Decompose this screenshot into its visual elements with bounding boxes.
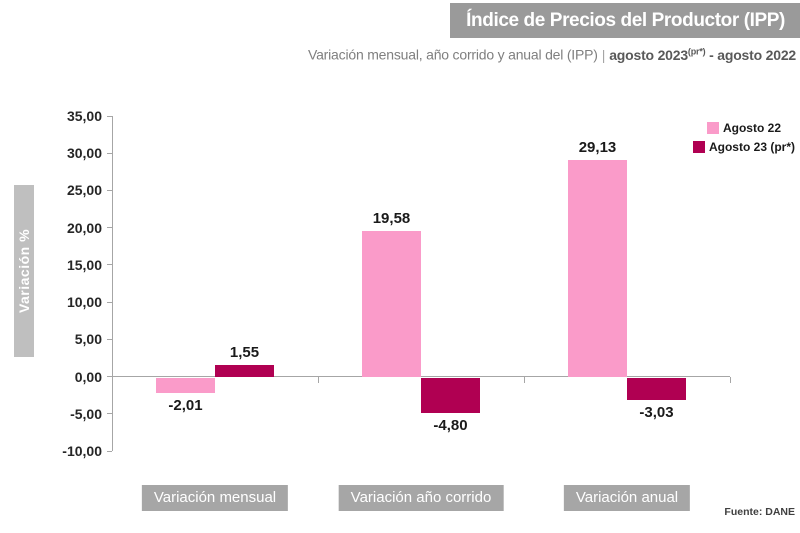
legend-label: Agosto 23 (pr*) bbox=[708, 140, 795, 154]
y-axis-tick-label: 30,00 bbox=[66, 145, 102, 162]
data-label-agosto-22-variacion-ano-corrido: 19,58 bbox=[372, 209, 411, 227]
y-axis-tick bbox=[107, 338, 112, 340]
y-axis-tick bbox=[107, 413, 112, 415]
data-label-agosto-23-pr-variacion-mensual: 1,55 bbox=[229, 344, 260, 362]
y-axis-tick-label: 10,00 bbox=[66, 294, 102, 311]
y-axis-tick-label: 20,00 bbox=[66, 219, 102, 236]
data-label-agosto-23-pr-variacion-ano-corrido: -4,80 bbox=[433, 417, 468, 435]
y-axis-tick-label: 0,00 bbox=[74, 368, 102, 385]
y-axis-tick-label: -10,00 bbox=[62, 443, 102, 459]
category-label-variacion-anual: Variación anual bbox=[563, 485, 691, 511]
y-axis-line bbox=[112, 116, 113, 451]
legend: Agosto 22 Agosto 23 (pr*) bbox=[688, 121, 800, 154]
x-axis-line bbox=[112, 376, 730, 378]
bar-agosto-23-pr-variacion-anual bbox=[627, 377, 686, 401]
category-label-variacion-ano-corrido: Variación año corrido bbox=[338, 485, 504, 511]
plot-area: 35,00 30,00 25,00 20,00 15,00 10,00 5,00 0,00 -5… bbox=[62, 108, 731, 459]
data-label-agosto-22-variacion-anual: 29,13 bbox=[578, 138, 617, 156]
legend-swatch-icon bbox=[706, 122, 719, 134]
x-axis-tick bbox=[111, 376, 113, 383]
legend-item-agosto-22: Agosto 22 bbox=[706, 121, 781, 135]
y-axis-tick bbox=[107, 115, 112, 117]
source-note: Fuente: DANE bbox=[724, 506, 795, 518]
y-axis-tick bbox=[107, 376, 112, 378]
legend-swatch-icon bbox=[692, 141, 705, 153]
bar-agosto-22-variacion-ano-corrido bbox=[362, 230, 421, 377]
y-axis-tick-label: 25,00 bbox=[66, 182, 102, 199]
chart-title-banner: Índice de Precios del Productor (IPP) bbox=[450, 3, 800, 38]
data-label-agosto-23-pr-variacion-anual: -3,03 bbox=[639, 404, 674, 422]
y-axis-tick bbox=[107, 301, 112, 303]
legend-item-agosto-23-pr: Agosto 23 (pr*) bbox=[692, 140, 795, 154]
preliminary-marker: (pr*) bbox=[687, 46, 706, 56]
y-axis-tick-label: -5,00 bbox=[70, 405, 102, 422]
y-axis-title-box: Variación % bbox=[14, 185, 34, 357]
bar-agosto-22-variacion-anual bbox=[568, 159, 627, 377]
y-axis-tick-label: 15,00 bbox=[66, 256, 102, 273]
subtitle-period: agosto 2023(pr*) - agosto 2022 bbox=[609, 46, 796, 63]
chart-subtitle: Variación mensual, año corrido y anual d… bbox=[308, 46, 796, 63]
x-axis-tick bbox=[523, 376, 525, 383]
y-axis-tick bbox=[107, 189, 112, 191]
y-axis-tick bbox=[107, 152, 112, 154]
bar-agosto-23-pr-variacion-ano-corrido bbox=[421, 377, 480, 414]
legend-label: Agosto 22 bbox=[722, 121, 781, 135]
y-axis-title: Variación % bbox=[16, 228, 32, 314]
y-axis-tick bbox=[107, 227, 112, 229]
x-axis-tick bbox=[317, 376, 319, 383]
x-axis-tick bbox=[729, 376, 731, 383]
data-label-agosto-22-variacion-mensual: -2,01 bbox=[168, 396, 203, 414]
y-axis-tick-label: 5,00 bbox=[74, 331, 102, 348]
category-label-variacion-mensual: Variación mensual bbox=[141, 485, 289, 511]
bar-agosto-22-variacion-mensual bbox=[156, 377, 215, 393]
y-axis-tick bbox=[107, 450, 112, 452]
subtitle-separator: | bbox=[601, 46, 606, 63]
bar-agosto-23-pr-variacion-mensual bbox=[215, 365, 274, 377]
page-title: Índice de Precios del Productor (IPP) bbox=[466, 10, 785, 31]
y-axis-tick-label: 35,00 bbox=[66, 108, 102, 124]
subtitle-description: Variación mensual, año corrido y anual d… bbox=[308, 46, 598, 63]
y-axis-tick bbox=[107, 264, 112, 266]
